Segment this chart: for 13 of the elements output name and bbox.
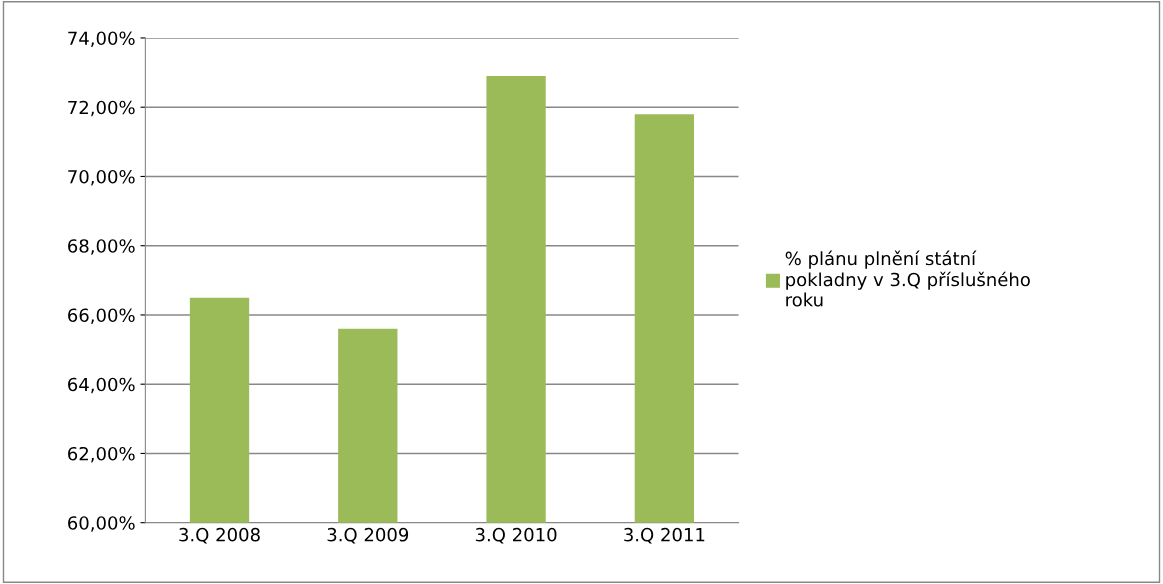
y-tick-label: 68,00% (68, 239, 135, 255)
x-tick-label: 3.Q 2008 (179, 527, 260, 544)
legend-label: % plánu plnění státní pokladny v 3.Q příslušného roku (785, 250, 1030, 307)
y-tick-label: 64,00% (68, 377, 135, 394)
x-tick-label: 3.Q 2011 (624, 527, 705, 544)
y-tick-label: 70,00% (68, 169, 135, 186)
y-tick-label: 72,00% (68, 100, 135, 117)
x-tick-label: 3.Q 2010 (475, 527, 557, 544)
y-tick-label: 66,00% (68, 308, 135, 324)
y-tick-label: 74,00% (68, 31, 135, 47)
y-tick-label: 60,00% (68, 516, 135, 532)
y-tick-label: 62,00% (68, 446, 135, 463)
x-tick-label: 3.Q 2009 (327, 527, 409, 544)
